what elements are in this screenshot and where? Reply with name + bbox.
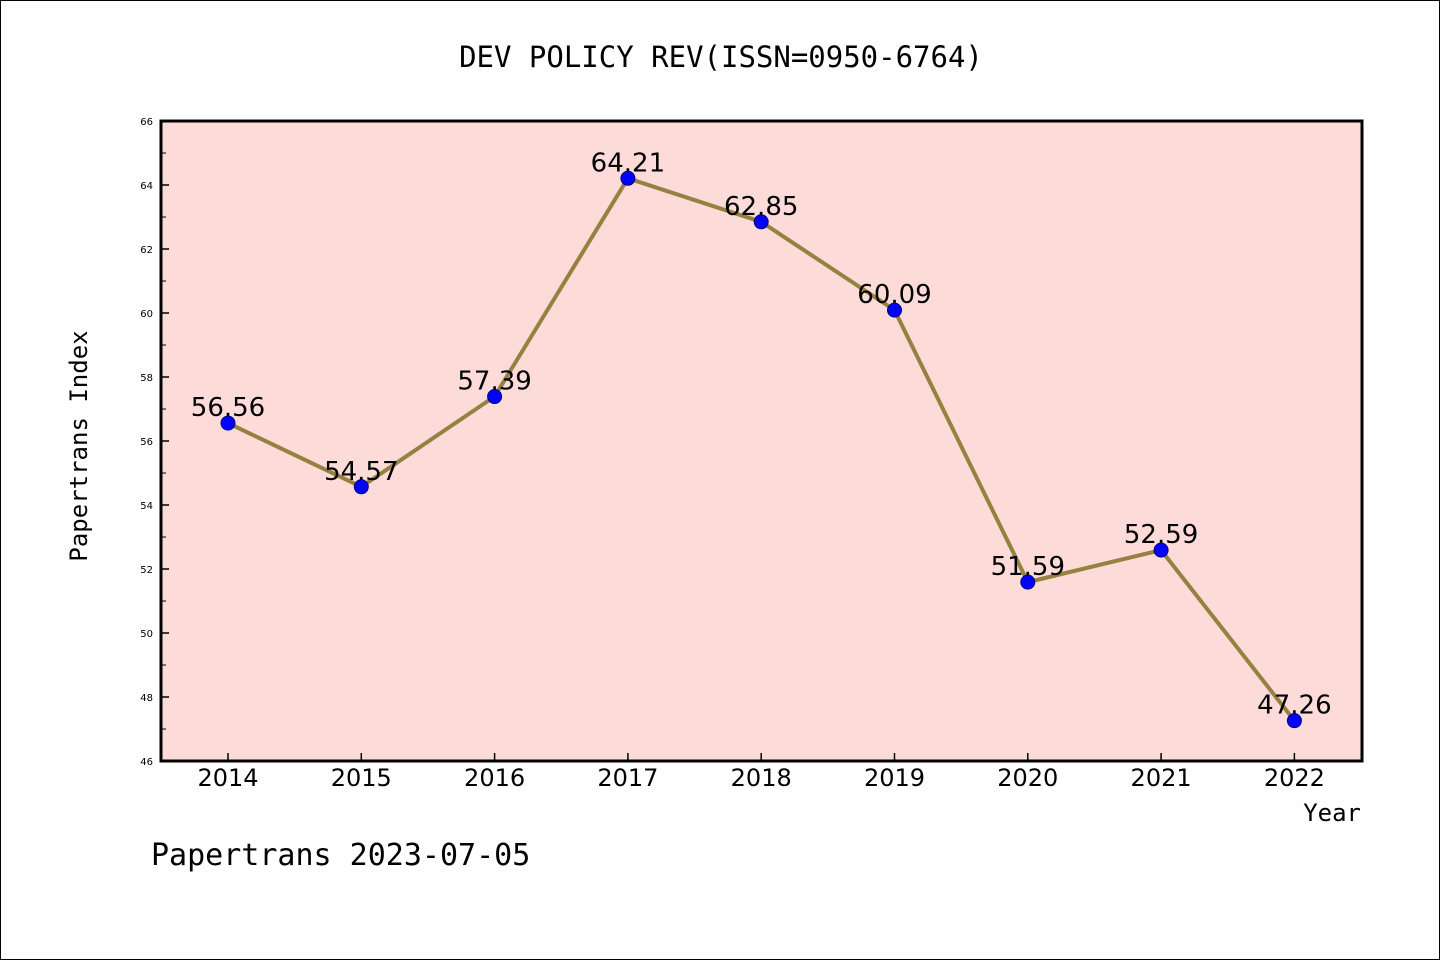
x-tick-label: 2020: [997, 764, 1058, 792]
plot-border: [159, 119, 1364, 763]
data-point: [487, 389, 503, 405]
y-tick-label: 56: [140, 437, 153, 448]
x-tick-label: 2018: [731, 764, 792, 792]
y-tick-label: 58: [140, 373, 153, 384]
footer-stamp: Papertrans 2023-07-05: [151, 838, 530, 873]
data-label: 52.59: [1124, 520, 1198, 550]
x-axis: 2014 2015 2016 2017 2018 2019 2020 2021 2022: [197, 753, 1325, 792]
data-label: 62.85: [724, 192, 798, 222]
x-tick-label: 2021: [1131, 764, 1192, 792]
data-markers: [220, 170, 1302, 729]
x-tick-label: 2014: [197, 764, 258, 792]
x-tick-label: 2015: [331, 764, 392, 792]
x-tick-label: 2017: [597, 764, 658, 792]
chart-title: DEV POLICY REV(ISSN=0950-6764): [459, 40, 983, 74]
data-point: [1286, 713, 1302, 729]
y-tick-label: 46: [140, 757, 153, 768]
x-tick-label: 2016: [464, 764, 525, 792]
x-tick-label: 2022: [1264, 764, 1325, 792]
y-tick-label: 66: [140, 117, 153, 128]
y-tick-label: 52: [140, 565, 153, 576]
data-labels: 56.56 54.57 57.39 64.21 62.85 60.09 51.59 52.59…: [191, 148, 1332, 720]
data-label: 64.21: [591, 148, 665, 178]
data-point: [753, 214, 769, 230]
data-label: 47.26: [1257, 691, 1331, 721]
y-tick-label: 54: [140, 501, 153, 512]
y-tick-label: 64: [140, 181, 153, 192]
x-tick-label: 2019: [864, 764, 925, 792]
data-label: 56.56: [191, 393, 265, 423]
data-label: 57.39: [457, 367, 531, 397]
data-point: [220, 415, 236, 431]
y-tick-label: 60: [140, 309, 153, 320]
data-point: [1020, 574, 1036, 590]
data-point: [887, 302, 902, 318]
y-tick-label: 62: [140, 245, 153, 256]
y-tick-label: 50: [140, 629, 153, 640]
data-point: [620, 170, 636, 186]
data-point: [1153, 542, 1169, 558]
data-label: 51.59: [991, 552, 1065, 582]
data-point: [353, 479, 369, 495]
data-label: 54.57: [324, 457, 398, 487]
y-tick-label: 48: [140, 693, 153, 704]
x-axis-title: Year: [1303, 799, 1361, 827]
data-label: 60.09: [857, 280, 931, 310]
y-axis-title: Papertrans Index: [65, 330, 93, 561]
